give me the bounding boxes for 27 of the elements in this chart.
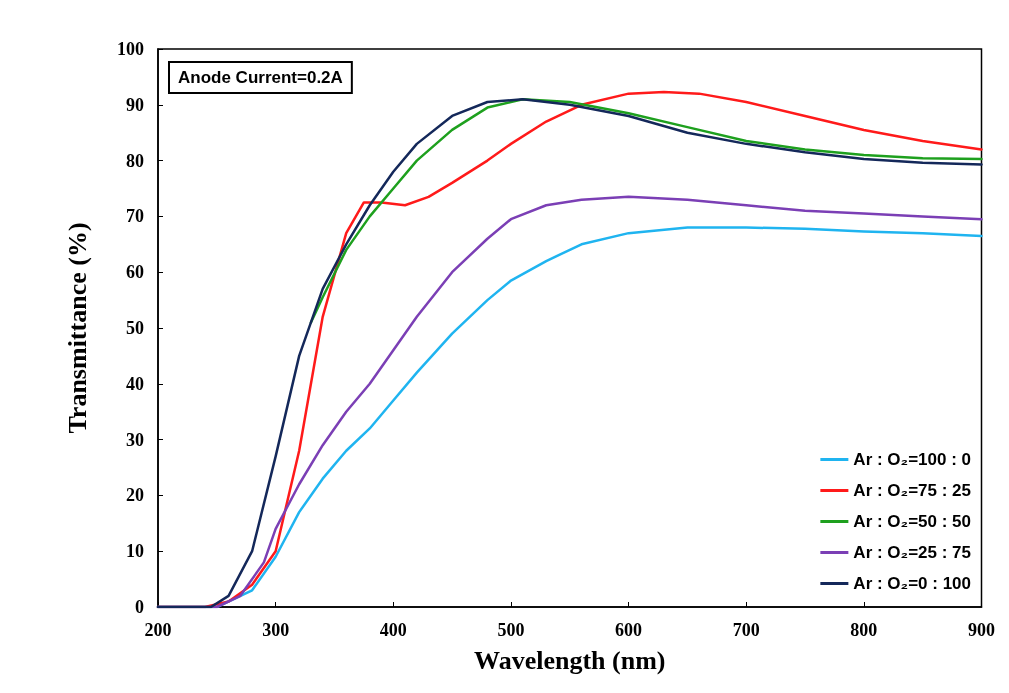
y-tick-label: 0 <box>135 597 144 617</box>
x-tick-label: 600 <box>615 620 643 640</box>
legend-label: Ar : O₂=0 : 100 <box>853 574 972 593</box>
y-tick-label: 70 <box>126 206 144 227</box>
y-tick-label: 100 <box>117 39 144 59</box>
y-axis-title: Transmittance (%) <box>62 222 92 434</box>
legend-label: Ar : O₂=25 : 75 <box>853 543 972 562</box>
x-tick-label: 700 <box>732 620 760 640</box>
x-axis-title: Wavelength (nm) <box>474 645 666 675</box>
x-tick-label: 300 <box>262 620 290 640</box>
x-tick-label: 800 <box>850 620 878 640</box>
y-tick-label: 10 <box>126 541 144 562</box>
x-tick-label: 200 <box>144 620 172 640</box>
legend-label: Ar : O₂=100 : 0 <box>853 450 972 469</box>
y-tick-label: 60 <box>126 262 144 283</box>
x-tick-label: 500 <box>497 620 525 640</box>
y-tick-label: 20 <box>126 485 144 506</box>
y-tick-label: 40 <box>126 373 144 394</box>
y-tick-label: 50 <box>126 318 144 338</box>
annotation: Anode Current=0.2A <box>178 68 343 87</box>
y-tick-label: 80 <box>126 150 144 171</box>
x-tick-label: 400 <box>379 620 407 640</box>
legend-label: Ar : O₂=50 : 50 <box>853 512 972 531</box>
x-tick-label: 900 <box>968 620 995 640</box>
y-tick-label: 90 <box>126 94 144 115</box>
y-tick-label: 30 <box>126 429 144 450</box>
legend-label: Ar : O₂=75 : 25 <box>853 481 972 500</box>
